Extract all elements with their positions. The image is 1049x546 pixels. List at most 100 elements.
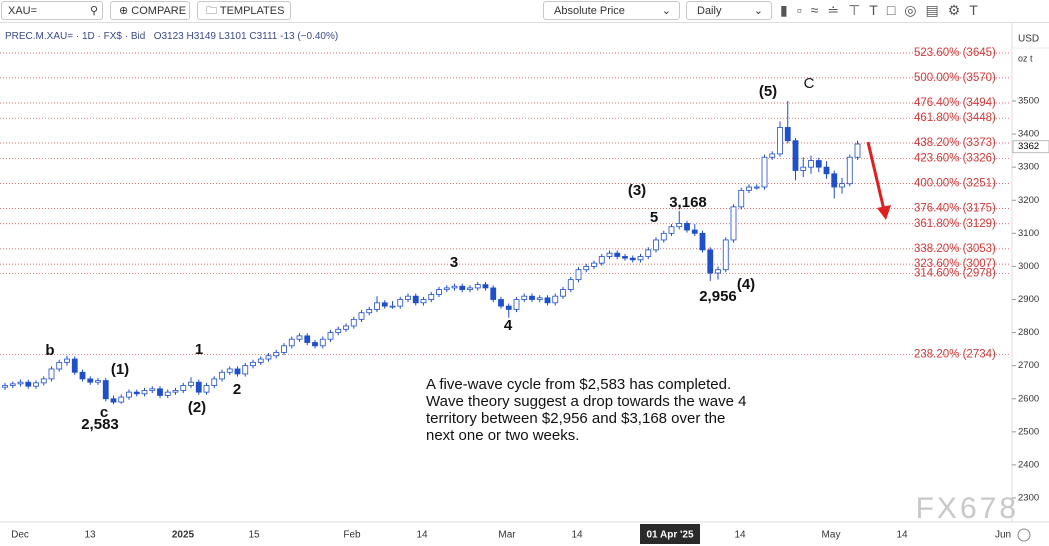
candle-body xyxy=(428,294,435,300)
y-tick-label: 2300 xyxy=(1018,493,1039,504)
wave-label: 4 xyxy=(504,317,513,334)
candle-body xyxy=(273,352,280,357)
candle-body xyxy=(242,365,249,375)
candle-body xyxy=(691,229,698,234)
candle-body xyxy=(420,299,427,304)
candle-body xyxy=(753,186,760,189)
candle-body xyxy=(79,371,86,380)
dropdown-arrow: ⌄ xyxy=(661,5,671,17)
y-tick-label: 3300 xyxy=(1018,162,1039,173)
unit-weight: oz t xyxy=(1018,53,1033,63)
fib-label: 323.60% (3007) xyxy=(914,258,996,270)
fib-label: 476.40% (3494) xyxy=(914,97,996,109)
candle-body xyxy=(281,345,287,353)
side: Bid xyxy=(130,31,146,42)
wave-label: (5) xyxy=(759,83,777,100)
candle-body xyxy=(257,358,264,363)
y-tick-label: 2900 xyxy=(1018,294,1039,305)
candle-body xyxy=(381,302,388,307)
candle-body xyxy=(684,223,690,231)
wave-label: (1) xyxy=(111,361,129,378)
candle-body xyxy=(800,166,807,171)
wave-label: 5 xyxy=(650,209,658,226)
candle-body xyxy=(761,156,768,188)
candle-body xyxy=(288,338,295,347)
candle-body xyxy=(560,289,566,297)
candle-body xyxy=(521,295,528,300)
wave-label: 3,168 xyxy=(669,194,707,211)
tool-icons[interactable]: ▮▫≈≐⊤T□◎▤⚙T xyxy=(780,2,987,18)
candle-body xyxy=(133,391,140,395)
candle-body xyxy=(64,358,70,363)
candle-body xyxy=(397,299,404,307)
candle-body xyxy=(614,252,621,257)
fib-label: 338.20% (3053) xyxy=(914,243,996,255)
candle-body xyxy=(71,358,78,373)
wave-label: b xyxy=(45,342,54,359)
chart: USD oz t FX678 2300 2400 2500 2600 2700 2800 2… xyxy=(0,23,1049,544)
x-tick-label: Dec xyxy=(11,530,29,541)
fib-label: 314.60% (2978) xyxy=(914,268,996,280)
wave-label: (4) xyxy=(737,276,755,293)
settings-icon[interactable] xyxy=(1017,528,1031,542)
compare-label: COMPARE xyxy=(131,5,187,17)
candle-body xyxy=(226,368,233,373)
candle-body xyxy=(17,381,24,385)
wave-label: (3) xyxy=(628,182,646,199)
candle-body xyxy=(195,381,202,393)
candle-body xyxy=(219,371,225,380)
candle-body xyxy=(126,391,132,398)
last-price-label: 3362 xyxy=(1018,141,1039,152)
fib-label: 423.60% (3326) xyxy=(914,153,996,165)
candle-body xyxy=(467,287,473,290)
candle-body xyxy=(715,269,721,274)
candle-body xyxy=(846,156,853,185)
candle-body xyxy=(513,299,520,310)
candle-body xyxy=(234,368,241,375)
candle-body xyxy=(436,289,442,295)
wave-label: c xyxy=(100,404,108,421)
x-tick-label: Feb xyxy=(343,530,361,541)
y-tick-label: 3100 xyxy=(1018,228,1039,239)
candle-body xyxy=(157,388,163,396)
candle-body xyxy=(25,381,32,387)
candle-body xyxy=(598,256,605,264)
ohlc-change: -13 (−0.40%) xyxy=(280,31,339,42)
wave-label: 2 xyxy=(233,381,241,398)
candle-body xyxy=(358,312,365,320)
note-line: territory between $2,956 and $3,168 over… xyxy=(426,410,725,427)
interval-dropdown[interactable]: Daily ⌄ xyxy=(686,1,772,20)
candle-body xyxy=(33,382,39,387)
candle-body xyxy=(164,391,171,396)
candle-body xyxy=(374,302,380,310)
candle-body xyxy=(730,206,737,241)
y-tick-label: 2400 xyxy=(1018,459,1039,470)
candle-body xyxy=(668,226,675,234)
fib-label: 523.60% (3645) xyxy=(914,47,996,59)
candle-body xyxy=(622,256,628,259)
note-line: Wave theory suggest a drop towards the w… xyxy=(426,393,746,410)
compare-button[interactable]: ⊕ COMPARE xyxy=(110,1,190,20)
candle-body xyxy=(567,279,574,290)
fib-label: 361.80% (3129) xyxy=(914,218,996,230)
note-line: A five-wave cycle from $2,583 has comple… xyxy=(426,376,731,393)
info-line: PREC.M.XAU= · 1D · FX$ · Bid O3123 H3149… xyxy=(5,31,339,42)
last-price-box xyxy=(1012,140,1049,154)
x-tick-label: 01 Apr '25 xyxy=(646,530,693,541)
price-mode-dropdown[interactable]: Absolute Price ⌄ xyxy=(543,1,680,20)
search-box[interactable]: XAU= ⚲ xyxy=(1,1,103,20)
candle-body xyxy=(676,223,683,228)
templates-label: TEMPLATES xyxy=(219,5,285,17)
candle-body xyxy=(211,378,218,386)
wave-label: C xyxy=(804,75,815,92)
candle-body xyxy=(606,252,613,257)
candle-body xyxy=(498,299,504,307)
symbol: PREC.M.XAU= xyxy=(5,31,74,42)
templates-button[interactable]: 🗀 TEMPLATES xyxy=(197,1,291,20)
candle-body xyxy=(405,295,411,300)
candle-body xyxy=(629,257,636,261)
currency: FX$ xyxy=(103,31,122,42)
fib-label: 400.00% (3251) xyxy=(914,177,996,189)
y-tick-label: 2600 xyxy=(1018,393,1039,404)
candle-body xyxy=(474,284,481,289)
